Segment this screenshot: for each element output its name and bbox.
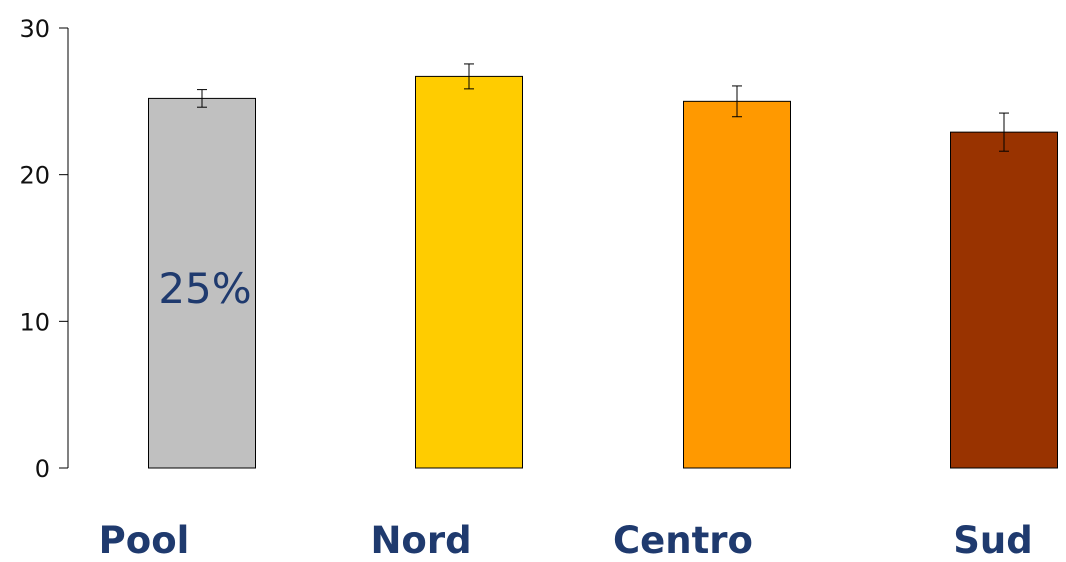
bar-centro [683, 100, 791, 469]
category-label-pool: Pool [99, 519, 190, 562]
bars-group [148, 75, 1058, 469]
y-tick-label: 30 [19, 15, 50, 43]
y-tick-label: 10 [19, 308, 50, 336]
y-tick-label: 0 [35, 455, 50, 483]
bar-sud [950, 131, 1058, 469]
category-label-sud: Sud [953, 519, 1032, 562]
y-tick-label: 20 [19, 162, 50, 190]
category-label-nord: Nord [370, 519, 471, 562]
category-label-centro: Centro [613, 519, 753, 562]
pool-annotation: 25% [158, 264, 251, 313]
bar-nord [415, 75, 523, 469]
category-labels: Pool Nord Centro Sud [99, 519, 1033, 562]
error-bars-group [197, 63, 1009, 152]
y-axis-ticks: 0 10 20 30 [19, 15, 68, 483]
bar-pool [148, 97, 256, 469]
